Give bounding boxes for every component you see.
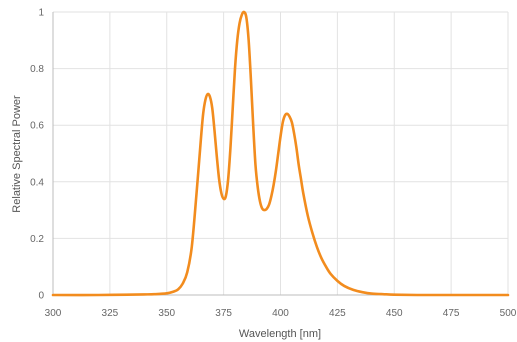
x-tick-label: 300 [45, 308, 62, 319]
y-tick-label: 1 [38, 8, 44, 19]
series-line [51, 10, 510, 297]
x-tick-label: 375 [215, 308, 232, 319]
x-tick-label: 350 [158, 308, 175, 319]
grid [53, 11, 509, 295]
x-tick-label: 400 [272, 308, 289, 319]
x-tick-label: 450 [386, 308, 403, 319]
y-tick-label: 0.6 [30, 121, 44, 132]
y-tick-label: 0.4 [30, 177, 44, 188]
series-layer [51, 10, 510, 297]
y-tick-label: 0.2 [30, 234, 44, 245]
y-tick-label: 0 [38, 291, 44, 302]
x-tick-label: 500 [500, 308, 517, 319]
y-tick-labels: 0 0.2 0.4 0.6 0.8 1 [30, 8, 44, 302]
x-tick-label: 475 [443, 308, 460, 319]
x-axis-title: Wavelength [nm] [239, 328, 321, 340]
x-tick-labels: 300 325 350 375 400 425 450 475 500 [45, 308, 517, 319]
y-tick-label: 0.8 [30, 64, 44, 75]
y-axis-title: Relative Spectral Power [11, 95, 23, 213]
x-tick-label: 425 [329, 308, 346, 319]
x-tick-label: 325 [102, 308, 119, 319]
